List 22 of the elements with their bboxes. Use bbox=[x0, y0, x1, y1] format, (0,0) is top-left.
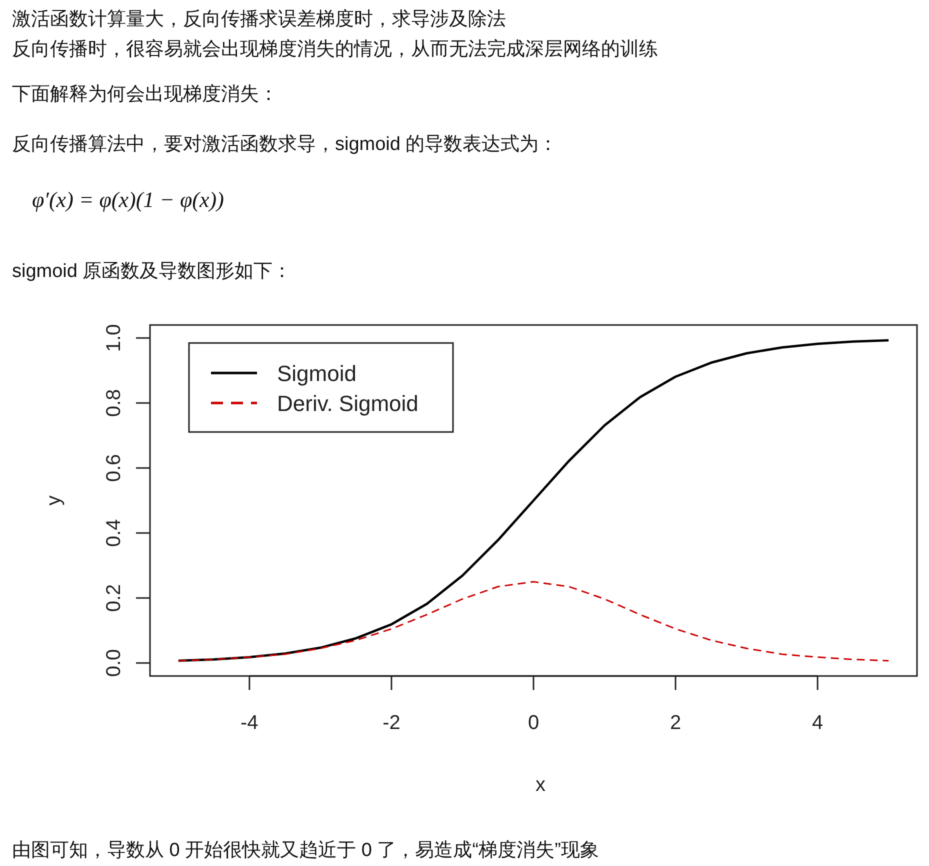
text: 反向传播算法中，要对激活函数求导，sigmoid 的导数表达式为： bbox=[12, 134, 558, 155]
x-tick-label: 4 bbox=[812, 712, 824, 734]
x-tick-label: 2 bbox=[670, 712, 682, 734]
x-tick-label: -4 bbox=[240, 712, 258, 734]
y-axis-title: y bbox=[43, 496, 65, 506]
y-tick-label: 1.0 bbox=[103, 324, 125, 352]
text: 下面解释为何会出现梯度消失： bbox=[12, 83, 278, 105]
text: 由图可知，导数从 0 开始很快就又趋近于 0 了，易造成“梯度消失”现象 bbox=[12, 839, 599, 861]
y-tick-label: 0.4 bbox=[103, 519, 125, 547]
x-tick-label: -2 bbox=[382, 712, 400, 734]
y-tick-label: 0.2 bbox=[103, 584, 125, 612]
x-axis-title: x bbox=[536, 774, 546, 796]
legend-label: Deriv. Sigmoid bbox=[277, 391, 418, 416]
text: 反向传播时，很容易就会出现梯度消失的情况，从而无法完成深层网络的训练 bbox=[12, 38, 658, 60]
y-tick-label: 0.6 bbox=[103, 454, 125, 482]
text: 激活函数计算量大，反向传播求误差梯度时，求导涉及除法 bbox=[12, 8, 506, 30]
y-tick-label: 0.0 bbox=[103, 649, 125, 677]
x-tick-label: 0 bbox=[528, 712, 540, 734]
y-tick-label: 0.8 bbox=[103, 389, 125, 417]
text: sigmoid 原函数及导数图形如下： bbox=[12, 261, 292, 282]
legend-label: Sigmoid bbox=[277, 361, 356, 386]
text: φ′(x) = φ(x)(1 − φ(x)) bbox=[32, 187, 224, 212]
